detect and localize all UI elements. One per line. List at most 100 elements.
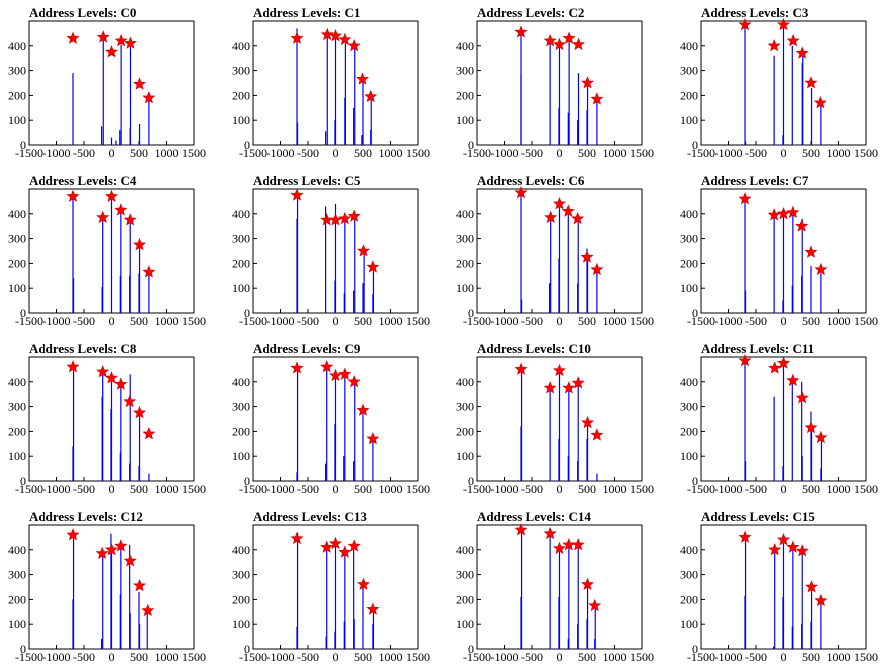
peak-marker [804, 245, 818, 258]
chart-title: Address Levels: C10 [477, 341, 591, 356]
chart-title: Address Levels: C2 [477, 5, 584, 20]
peak-marker [738, 530, 752, 543]
peak-marker [356, 403, 370, 416]
y-tick-label: 400 [8, 543, 26, 557]
y-tick-label: 0 [244, 138, 250, 152]
peak-marker [561, 204, 575, 217]
y-tick-label: 100 [8, 449, 26, 463]
peak-marker [347, 539, 361, 552]
x-tick-label: 0 [333, 146, 339, 160]
x-tick-label: -1500 [463, 314, 491, 328]
y-tick-label: 400 [232, 543, 250, 557]
peak-marker [514, 362, 528, 375]
peak-marker [571, 376, 585, 389]
x-tick-label: 0 [781, 146, 787, 160]
x-tick-label: 1500 [182, 314, 206, 328]
peak-marker [738, 17, 752, 31]
peak-marker [795, 544, 809, 557]
x-tick-label: 1500 [630, 650, 654, 664]
y-tick-label: 100 [680, 113, 698, 127]
y-tick-label: 0 [20, 642, 26, 656]
x-tick-label: -1000 [491, 146, 519, 160]
x-tick-label: -1000 [715, 482, 743, 496]
y-tick-label: 0 [468, 306, 474, 320]
x-tick-label: 500 [578, 650, 596, 664]
y-tick-label: 300 [8, 400, 26, 414]
peak-marker [562, 381, 576, 394]
x-tick-label: 0 [557, 314, 563, 328]
peak-marker [338, 545, 352, 558]
peak-marker [105, 189, 118, 202]
x-tick-label: 0 [557, 146, 563, 160]
y-tick-label: 400 [8, 207, 26, 221]
peak-marker [347, 374, 361, 388]
x-tick-label: -1000 [267, 482, 295, 496]
x-tick-label: 500 [802, 482, 820, 496]
chart-panel: Address Levels: C2-1500 -1000 -500 0 500 1000… [456, 5, 654, 160]
y-tick-label: 0 [244, 474, 250, 488]
y-tick-label: 0 [468, 138, 474, 152]
x-tick-label: -500 [297, 650, 319, 664]
x-tick-label: -1500 [687, 650, 715, 664]
x-tick-label: -500 [521, 650, 543, 664]
y-tick-label: 200 [456, 88, 474, 102]
chart-title: Address Levels: C9 [253, 341, 361, 356]
peak-marker [553, 541, 566, 555]
peak-marker [795, 391, 809, 404]
y-tick-label: 0 [244, 642, 250, 656]
x-tick-label: 500 [802, 314, 820, 328]
y-tick-label: 100 [232, 281, 250, 295]
peak-marker [804, 76, 818, 89]
chart-panel: Address Levels: C7-1500 -1000 -500 0 500 1000… [680, 173, 878, 328]
x-tick-label: 1500 [854, 482, 878, 496]
x-tick-label: -500 [745, 314, 767, 328]
x-tick-label: 0 [781, 314, 787, 328]
peak-marker [786, 205, 800, 219]
peak-marker [66, 360, 80, 373]
y-tick-label: 100 [680, 281, 698, 295]
peak-marker [320, 213, 334, 226]
peak-marker [320, 27, 334, 41]
peak-marker [66, 31, 80, 44]
peak-marker [767, 38, 781, 52]
x-tick-label: -500 [73, 482, 95, 496]
peak-marker [814, 430, 828, 444]
x-tick-label: 1000 [379, 314, 403, 328]
peak-marker [795, 219, 809, 232]
y-tick-label: 400 [680, 375, 698, 389]
peak-marker [814, 262, 828, 276]
x-tick-label: 1500 [630, 482, 654, 496]
x-tick-label: 1000 [155, 146, 179, 160]
x-tick-label: -500 [745, 650, 767, 664]
y-tick-label: 400 [232, 375, 250, 389]
x-tick-label: 1000 [603, 482, 627, 496]
y-tick-label: 200 [456, 424, 474, 438]
peak-marker [553, 37, 566, 51]
x-tick-label: -500 [745, 482, 767, 496]
peak-marker [66, 528, 80, 541]
peak-marker [96, 30, 110, 43]
x-tick-label: 0 [333, 482, 339, 496]
chart-panel: Address Levels: C5-1500 -1000 -500 0 500 1000… [232, 173, 430, 328]
peak-marker [514, 185, 528, 199]
peak-marker [786, 540, 800, 553]
chart-title: Address Levels: C3 [701, 5, 809, 20]
x-tick-label: 1000 [827, 482, 851, 496]
x-tick-label: -1500 [463, 650, 491, 664]
plot-frame [28, 20, 195, 146]
x-tick-label: -500 [73, 146, 95, 160]
peak-marker [767, 208, 781, 221]
peak-marker [795, 46, 809, 59]
chart-panel: Address Levels: C10 -1500 -1000 -500 0 500 100… [456, 341, 654, 496]
peak-marker [338, 211, 352, 225]
chart-title: Address Levels: C8 [29, 341, 137, 356]
y-tick-label: 100 [680, 449, 698, 463]
x-tick-label: 1500 [406, 146, 430, 160]
peak-marker [114, 377, 128, 390]
x-tick-label: 1500 [630, 146, 654, 160]
x-tick-label: -1500 [463, 482, 491, 496]
y-tick-label: 100 [456, 281, 474, 295]
peak-marker [571, 37, 585, 51]
y-tick-label: 400 [8, 375, 26, 389]
y-tick-label: 300 [680, 232, 698, 246]
